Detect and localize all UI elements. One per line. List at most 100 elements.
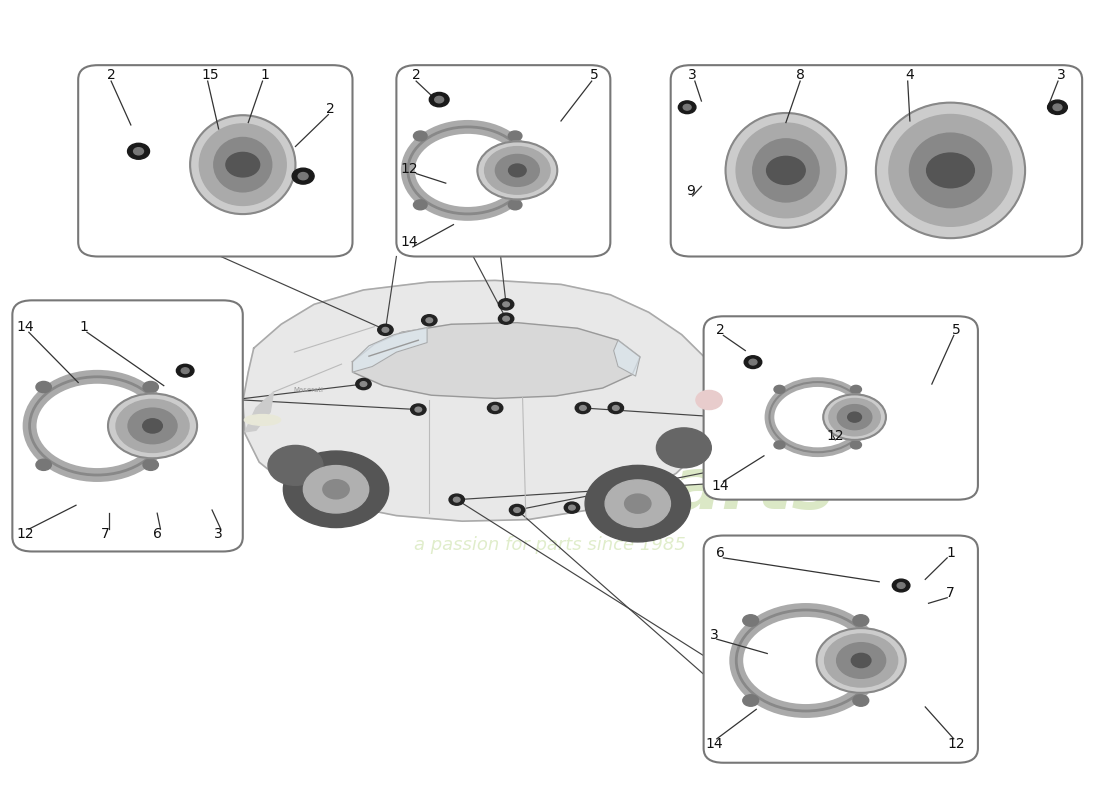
FancyBboxPatch shape [671,65,1082,257]
Polygon shape [352,322,640,398]
Text: 5: 5 [590,68,598,82]
Text: 14: 14 [706,738,724,751]
Circle shape [377,324,393,335]
Circle shape [360,382,366,386]
Text: parts: parts [621,454,835,524]
Circle shape [816,628,905,693]
Circle shape [226,153,260,177]
Text: 14: 14 [16,320,34,334]
Ellipse shape [244,414,280,426]
Circle shape [837,405,872,430]
Circle shape [683,104,691,110]
Circle shape [426,318,432,322]
Circle shape [116,399,189,453]
Circle shape [414,131,427,141]
Circle shape [182,368,189,374]
Circle shape [585,466,691,542]
Circle shape [848,412,861,422]
Polygon shape [614,340,640,376]
Circle shape [36,459,52,470]
Circle shape [564,502,580,514]
Circle shape [503,302,509,306]
Text: euro: euro [621,394,807,462]
Circle shape [421,314,437,326]
Circle shape [495,154,539,186]
Circle shape [176,364,194,377]
Text: 6: 6 [153,527,162,541]
Ellipse shape [910,133,991,208]
Text: 3: 3 [1057,68,1066,82]
Circle shape [508,200,521,210]
Polygon shape [352,327,427,372]
Circle shape [304,466,368,513]
Text: 8: 8 [795,68,804,82]
Circle shape [892,579,910,592]
Circle shape [829,398,880,436]
Text: Maserati: Maserati [294,387,323,394]
Circle shape [477,142,558,199]
Circle shape [36,382,52,393]
Circle shape [1047,100,1067,114]
Circle shape [414,200,427,210]
Ellipse shape [889,114,1012,226]
Text: 6: 6 [716,546,725,560]
Circle shape [143,459,158,470]
Circle shape [679,101,696,114]
Circle shape [850,441,861,449]
Circle shape [268,446,323,486]
Circle shape [823,394,886,440]
Circle shape [133,148,143,155]
Text: 14: 14 [712,479,729,493]
Ellipse shape [199,124,286,206]
Ellipse shape [752,139,820,202]
Text: 14: 14 [400,235,418,249]
Circle shape [851,654,871,668]
Circle shape [143,418,163,433]
Text: 2: 2 [107,68,116,82]
Circle shape [508,164,526,177]
Circle shape [745,356,762,369]
Circle shape [625,494,651,514]
Text: 5: 5 [952,323,960,337]
Circle shape [108,394,197,458]
FancyBboxPatch shape [396,65,610,257]
Circle shape [696,390,723,410]
Circle shape [429,93,449,106]
Text: 12: 12 [400,162,418,176]
Circle shape [508,131,521,141]
Text: 1: 1 [946,546,955,560]
Ellipse shape [736,123,836,218]
Circle shape [514,508,520,513]
Circle shape [825,634,898,687]
Text: 3: 3 [689,68,697,82]
Text: 2: 2 [411,68,420,82]
Circle shape [355,378,371,390]
Circle shape [485,146,550,194]
Circle shape [608,402,624,414]
Polygon shape [245,392,274,432]
Ellipse shape [190,115,296,214]
Circle shape [580,406,586,410]
Circle shape [749,359,757,365]
Text: 2: 2 [327,102,334,116]
Circle shape [1053,104,1062,110]
Text: 3: 3 [711,628,719,642]
Ellipse shape [213,138,272,192]
Circle shape [453,498,460,502]
Circle shape [382,327,388,332]
Circle shape [509,505,525,515]
Text: 1: 1 [261,68,270,82]
Text: 12: 12 [16,527,34,541]
Circle shape [926,153,975,188]
Circle shape [128,408,177,444]
Text: 7: 7 [101,527,110,541]
Text: 12: 12 [947,738,965,751]
Circle shape [569,506,575,510]
Circle shape [298,173,308,180]
Circle shape [293,168,315,184]
Circle shape [742,614,759,626]
Circle shape [742,694,759,706]
FancyBboxPatch shape [78,65,352,257]
Text: 1: 1 [79,320,88,334]
Circle shape [487,402,503,414]
